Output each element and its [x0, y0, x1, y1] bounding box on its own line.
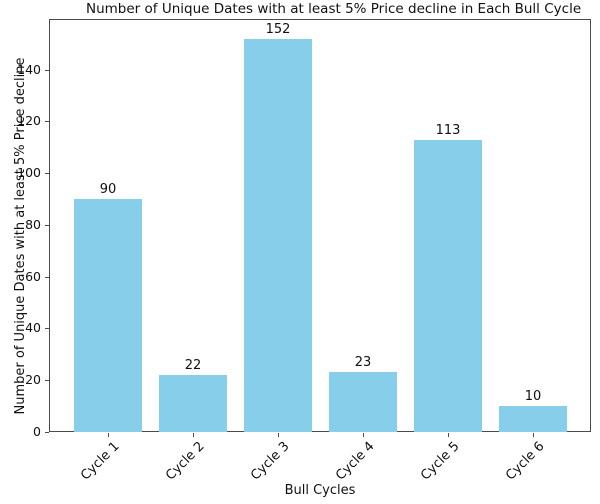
bar-cycle-1: [74, 199, 142, 432]
bar-cycle-2: [159, 375, 227, 432]
bar-cycle-4: [329, 372, 397, 432]
y-tick-mark: [45, 121, 49, 122]
y-tick-mark: [45, 225, 49, 226]
bar-value-label: 113: [435, 123, 461, 138]
x-tick-label: Cycle 5: [418, 439, 463, 484]
x-tick-label: Cycle 2: [163, 439, 208, 484]
x-tick-label: Cycle 6: [503, 439, 548, 484]
y-tick-label: 100: [17, 165, 41, 180]
x-tick-label: Cycle 3: [248, 439, 293, 484]
x-tick-label: Cycle 1: [78, 439, 123, 484]
y-tick-label: 60: [25, 269, 41, 284]
y-tick-mark: [45, 70, 49, 71]
bar-value-label: 152: [265, 22, 291, 37]
x-tick-mark: [278, 433, 279, 437]
bar-value-label: 23: [354, 355, 372, 370]
bar-value-label: 22: [184, 358, 202, 373]
x-tick-mark: [448, 433, 449, 437]
y-tick-label: 40: [25, 320, 41, 335]
y-tick-mark: [45, 328, 49, 329]
bar-cycle-5: [414, 140, 482, 432]
chart-title: Number of Unique Dates with at least 5% …: [86, 1, 582, 17]
y-tick-mark: [45, 173, 49, 174]
y-tick-mark: [45, 277, 49, 278]
bar-cycle-6: [499, 406, 567, 432]
y-tick-mark: [45, 432, 49, 433]
bar-value-label: 90: [99, 182, 117, 197]
x-tick-mark: [363, 433, 364, 437]
y-tick-label: 80: [25, 217, 41, 232]
x-tick-mark: [193, 433, 194, 437]
x-tick-mark: [533, 433, 534, 437]
y-tick-label: 140: [17, 62, 41, 77]
x-tick-mark: [108, 433, 109, 437]
y-tick-label: 120: [17, 113, 41, 128]
y-tick-mark: [45, 380, 49, 381]
x-axis-label: Bull Cycles: [284, 483, 356, 498]
bar-value-label: 10: [524, 389, 542, 404]
x-tick-label: Cycle 4: [333, 439, 378, 484]
y-tick-label: 0: [33, 424, 41, 439]
bar-cycle-3: [244, 39, 312, 432]
y-tick-label: 20: [25, 372, 41, 387]
